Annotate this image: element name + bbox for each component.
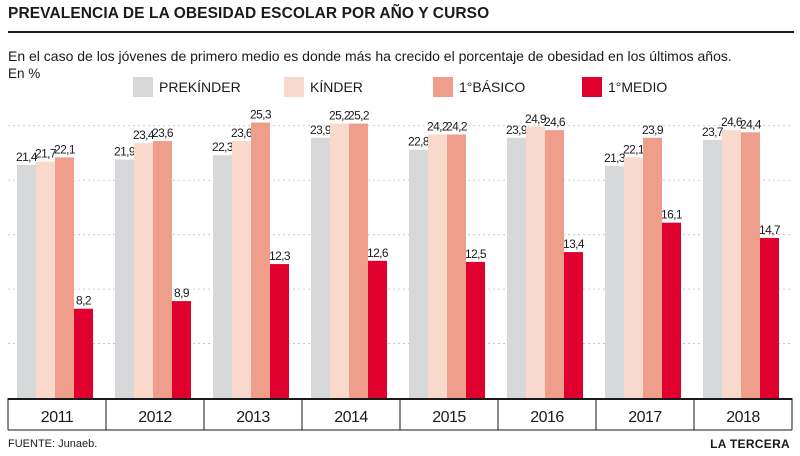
bar-2015-kinder <box>428 134 447 398</box>
bar-2014-1basico <box>349 123 368 398</box>
bar-2012-prekinder <box>115 159 134 398</box>
legend-swatch-prekinder <box>133 77 153 97</box>
title-divider <box>8 31 794 33</box>
legend-label-prekinder: PREKÍNDER <box>159 79 241 95</box>
x-tick-label-2018: 2018 <box>726 409 760 426</box>
bar-2015-prekinder <box>409 149 428 398</box>
bar-2013-prekinder <box>213 155 232 398</box>
bar-2018-1basico <box>741 132 760 399</box>
bar-2015-1basico <box>447 134 466 398</box>
data-label-2018-kinder: 24,6 <box>721 115 743 129</box>
bar-2014-1medio <box>368 260 387 398</box>
source-note: FUENTE: Junaeb. <box>8 438 98 450</box>
data-label-2012-1medio: 8,9 <box>174 286 190 300</box>
x-tick-label-2014: 2014 <box>334 409 368 426</box>
data-label-2016-1medio: 13,4 <box>563 237 585 251</box>
bar-2016-1basico <box>545 130 564 398</box>
bar-2012-1medio <box>172 301 191 398</box>
x-tick-label-2012: 2012 <box>138 409 172 426</box>
data-label-2013-1basico: 25,3 <box>250 108 272 122</box>
bar-2011-1medio <box>74 308 93 398</box>
bar-2013-1medio <box>270 264 289 398</box>
data-label-2018-prekinder: 23,7 <box>702 125 724 139</box>
x-tick-label-2015: 2015 <box>432 409 466 426</box>
bar-2017-kinder <box>624 157 643 398</box>
data-label-2014-kinder: 25,2 <box>329 109 351 123</box>
bar-2018-prekinder <box>703 139 722 398</box>
bar-2015-1medio <box>466 261 485 398</box>
data-label-2015-1medio: 12,5 <box>465 247 487 261</box>
bar-2011-1basico <box>55 157 74 398</box>
data-label-2014-1basico: 25,2 <box>348 109 370 123</box>
bar-2013-1basico <box>251 122 270 398</box>
legend-item-1medio: 1°MEDIO <box>582 77 667 97</box>
bar-2011-kinder <box>36 161 55 398</box>
data-label-2017-prekinder: 21,3 <box>604 151 626 165</box>
legend-swatch-kinder <box>284 77 304 97</box>
legend-label-1medio: 1°MEDIO <box>608 79 668 95</box>
x-tick-label-2011: 2011 <box>41 409 74 426</box>
data-label-2012-prekinder: 21,9 <box>114 145 136 159</box>
legend-item-kinder: KÍNDER <box>284 77 363 97</box>
bar-2014-prekinder <box>311 137 330 398</box>
data-label-2015-1basico: 24,2 <box>446 119 468 133</box>
data-label-2013-1medio: 12,3 <box>269 249 291 263</box>
data-label-2018-1medio: 14,7 <box>759 223 781 237</box>
bar-2012-kinder <box>134 143 153 398</box>
data-label-2016-1basico: 24,6 <box>544 115 566 129</box>
bar-2016-kinder <box>526 126 545 398</box>
chart-title: PREVALENCIA DE LA OBESIDAD ESCOLAR POR A… <box>8 5 490 22</box>
brand-logo-text: LA TERCERA <box>710 437 790 451</box>
data-label-2013-kinder: 23,6 <box>231 126 253 140</box>
data-label-2011-1basico: 22,1 <box>54 142 76 156</box>
data-label-2017-1basico: 23,9 <box>642 123 664 137</box>
data-label-2014-1medio: 12,6 <box>367 246 389 260</box>
bar-2018-1medio <box>760 237 779 398</box>
data-label-2011-prekinder: 21,4 <box>16 150 38 164</box>
data-label-2011-kinder: 21,7 <box>35 147 57 161</box>
bar-2016-prekinder <box>507 137 526 398</box>
data-label-2012-kinder: 23,4 <box>133 128 155 142</box>
bar-2014-kinder <box>330 123 349 398</box>
legend-swatch-1medio <box>582 77 602 97</box>
legend-label-1basico: 1°BÁSICO <box>459 79 526 95</box>
data-label-2016-kinder: 24,9 <box>525 112 547 126</box>
bar-2012-1basico <box>153 141 172 398</box>
data-label-2012-1basico: 23,6 <box>152 126 174 140</box>
bar-2016-1medio <box>564 252 583 398</box>
data-label-2011-1medio: 8,2 <box>76 294 92 308</box>
bar-2017-1medio <box>662 222 681 398</box>
data-label-2015-prekinder: 22,8 <box>408 135 430 149</box>
x-tick-label-2017: 2017 <box>628 409 662 426</box>
data-label-2017-1medio: 16,1 <box>661 208 683 222</box>
bar-2017-1basico <box>643 137 662 398</box>
data-label-2013-prekinder: 22,3 <box>212 140 234 154</box>
data-label-2018-1basico: 24,4 <box>740 117 762 131</box>
bar-2013-kinder <box>232 141 251 398</box>
data-label-2016-prekinder: 23,9 <box>506 123 528 137</box>
data-label-2015-kinder: 24,2 <box>427 119 449 133</box>
bar-2018-kinder <box>722 130 741 398</box>
data-label-2014-prekinder: 23,9 <box>310 123 332 137</box>
legend-label-kinder: KÍNDER <box>310 79 363 95</box>
unit-label: En % <box>8 66 41 81</box>
legend-swatch-1basico <box>433 77 453 97</box>
bar-2017-prekinder <box>605 166 624 398</box>
legend-item-prekinder: PREKÍNDER <box>133 77 241 97</box>
x-tick-label-2013: 2013 <box>236 409 270 426</box>
x-tick-label-2016: 2016 <box>530 409 564 426</box>
chart-subtitle: En el caso de los jóvenes de primero med… <box>8 48 732 64</box>
legend-item-1basico: 1°BÁSICO <box>433 77 525 97</box>
bar-2011-prekinder <box>17 164 36 398</box>
data-label-2017-kinder: 22,1 <box>623 142 645 156</box>
